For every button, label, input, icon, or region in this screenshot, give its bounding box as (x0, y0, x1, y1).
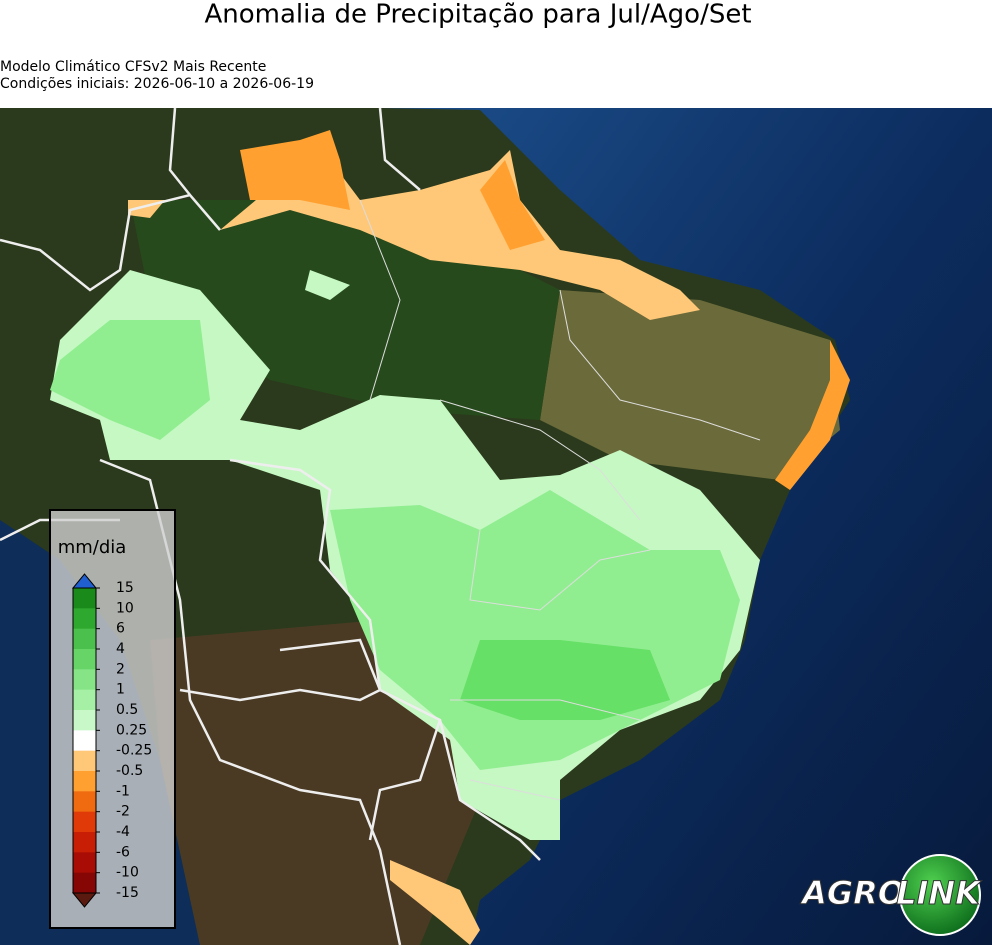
colorbar-bin (73, 811, 96, 833)
colorbar-bin (73, 791, 96, 813)
colorbar-bin (73, 730, 96, 752)
colorbar-tick-label: -0.25 (116, 743, 152, 759)
colorbar-bin (73, 771, 96, 792)
colorbar-tick-label: 15 (116, 580, 134, 596)
colorbar-tick-label: -2 (116, 804, 130, 820)
title: Anomalia de Precipitação para Jul/Ago/Se… (204, 0, 751, 30)
colorbar-bin (73, 852, 96, 874)
colorbar-tick-label: -6 (116, 844, 130, 860)
colorbar-tick-label: -10 (116, 865, 139, 881)
colorbar-tick-label: 0.5 (116, 702, 138, 718)
anomaly-mid-green (460, 640, 670, 720)
colorbar-tick-label: 2 (116, 661, 125, 677)
colorbar-bin (73, 832, 96, 853)
colorbar-panel: mm/dia 15 10 6 4 2 1 0.5 0.25 -0.25 -0.5 -1 -2 -4 -6 -… (49, 509, 176, 929)
colorbar-bin (73, 710, 96, 731)
colorbar-bin (73, 750, 96, 772)
colorbar-outline (72, 587, 97, 894)
anomaly-green (50, 320, 210, 440)
colorbar-bin (73, 588, 96, 609)
logo-text: AGRO (799, 874, 905, 912)
colorbar-tick-label: -4 (116, 824, 130, 840)
colorbar-box (49, 509, 176, 929)
colorbar-tick-label: -0.5 (116, 763, 143, 779)
anomaly-orange (775, 340, 850, 490)
map (0, 107, 992, 946)
colorbar-bin (73, 689, 96, 711)
colorbar-tick-label: -1 (116, 783, 130, 799)
anomaly-light-green (305, 270, 350, 300)
subtitle: Condições iniciais: 2026-06-10 a 2026-06… (0, 76, 314, 92)
state-borders (359, 199, 761, 801)
colorbar-bin (73, 872, 96, 894)
subtitle: Modelo Climático CFSv2 Mais Recente (0, 59, 266, 75)
anomaly-orange (240, 130, 350, 210)
land-northeast (540, 290, 840, 480)
colorbar-label: mm/dia (58, 537, 127, 558)
ocean (380, 108, 992, 945)
logo: AGRO LINK (799, 854, 983, 936)
logo-text: LINK (896, 874, 982, 912)
anomaly-orange (480, 160, 545, 250)
colorbar-tick-label: 4 (116, 641, 125, 657)
colorbar-bin (73, 628, 96, 650)
colorbar-tick-label: -15 (116, 885, 139, 901)
colorbar-tick-label: 1 (116, 682, 125, 698)
logo-ball (899, 854, 981, 936)
anomaly-light-orange (390, 860, 480, 945)
colorbar-bin (73, 649, 96, 670)
colorbar-tick-label: 0.25 (116, 722, 147, 738)
colorbar-tick-label: 10 (116, 600, 134, 616)
colorbar-bin (73, 608, 96, 630)
colorbar-tick-label: 6 (116, 621, 125, 637)
colorbar-bin (73, 669, 96, 691)
